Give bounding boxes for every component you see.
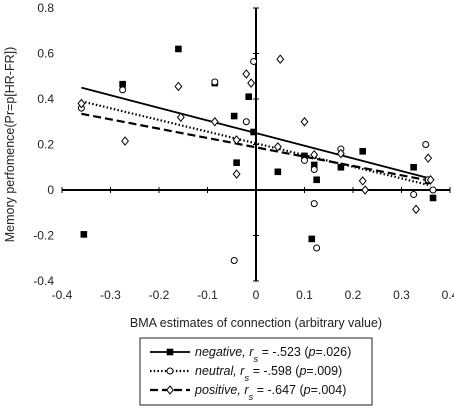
negative-point — [250, 128, 257, 136]
neutral-point — [230, 257, 238, 265]
positive-point — [174, 81, 183, 92]
negative-point — [359, 148, 366, 155]
neutral-point — [242, 118, 250, 126]
legend-label-part: s — [253, 354, 258, 365]
positive-point — [412, 204, 420, 215]
positive-point — [242, 69, 251, 79]
negative-point — [245, 93, 253, 101]
legend-label-part: s — [244, 373, 249, 384]
legend-label-part: =.009) — [306, 364, 342, 378]
y-tick-label: 0.6 — [37, 47, 54, 61]
legend-label-part: s — [249, 392, 254, 403]
negative-point — [274, 168, 282, 176]
x-tick-label: -0.2 — [149, 288, 170, 302]
x-tick-label: 0.4 — [442, 288, 454, 302]
x-tick-label: -0.3 — [100, 288, 121, 302]
negative-point — [230, 112, 238, 120]
positive-point — [176, 112, 185, 122]
negative-point — [308, 235, 316, 243]
negative-point — [301, 152, 308, 160]
legend-label-part: , r — [242, 345, 254, 359]
positive-point — [426, 174, 435, 185]
neutral-point — [313, 244, 321, 252]
neutral-point — [410, 191, 418, 199]
tick-labels: -0.4 -0.3 -0.2 -0.1 0 0.1 0.2 0.3 0.4 -0.4 -0.2 0 0.… — [33, 1, 454, 302]
positive-point — [300, 116, 309, 127]
x-tick-label: 0.3 — [393, 288, 410, 302]
negative-point — [119, 80, 126, 88]
neutral-point — [429, 186, 437, 194]
legend-label-negative: negative, rs = -.523 (p=.026) — [195, 345, 351, 365]
negative-point — [429, 194, 437, 202]
legend-label-part: = -.523 ( — [258, 345, 309, 359]
legend-marker-neutral — [166, 367, 174, 375]
neutral-point — [211, 78, 219, 86]
y-tick-label: 0.8 — [37, 1, 54, 15]
negative-point — [175, 45, 182, 53]
legend-box — [139, 337, 373, 406]
axes — [61, 7, 451, 282]
legend-label-part: , r — [237, 383, 249, 397]
positive-point — [77, 98, 86, 109]
negative-point — [233, 159, 240, 166]
y-tick-label: 0 — [47, 183, 54, 197]
x-tick-label: 0 — [253, 288, 260, 302]
y-tick-label: 0.4 — [37, 92, 54, 106]
positive-point — [210, 116, 219, 127]
positive-point — [424, 153, 433, 163]
x-tick-label: 0.1 — [296, 288, 313, 302]
legend-marker-positive — [166, 385, 174, 395]
y-tick-label: -0.2 — [33, 229, 54, 243]
x-tick-label: 0.2 — [345, 288, 362, 302]
legend-label-part: positive — [194, 383, 237, 397]
y-tick-label: -0.4 — [33, 274, 54, 288]
neutral-point — [301, 156, 308, 164]
x-tick-label: -0.1 — [197, 288, 218, 302]
y-axis-title: Memory perfomence(Pr=p[HR-FR]) — [3, 47, 17, 243]
positive-point — [358, 176, 367, 186]
data-points — [77, 45, 437, 265]
negative-point — [310, 161, 318, 169]
positive-point — [310, 149, 319, 160]
legend-label-part: =.004) — [311, 383, 347, 397]
x-tick-label: -0.4 — [52, 288, 73, 302]
positive-point — [247, 78, 256, 88]
legend-label-part: , r — [233, 364, 245, 378]
legend: negative, rs = -.523 (p=.026)neutral, rs… — [139, 337, 373, 406]
neutral-fit-line — [81, 100, 431, 187]
neutral-point — [310, 200, 318, 208]
y-tick-label: 0.2 — [37, 138, 54, 152]
legend-label-part: p — [303, 383, 311, 397]
x-axis-title: BMA estimates of connection (arbitrary v… — [130, 316, 382, 330]
negative-point — [80, 231, 88, 238]
legend-label-part: negative — [195, 345, 242, 359]
neutral-point — [119, 86, 127, 94]
negative-point — [313, 176, 320, 184]
legend-label-positive: positive, rs = -.647 (p=.004) — [194, 383, 346, 403]
positive-point — [276, 54, 285, 64]
legend-label-part: =.026) — [315, 345, 351, 359]
positive-point — [273, 141, 282, 152]
positive-point — [232, 135, 241, 145]
neutral-point — [422, 141, 430, 148]
legend-label-part: p — [308, 345, 316, 359]
legend-label-neutral: neutral, rs = -.598 (p=.009) — [195, 364, 342, 384]
negative-point — [410, 163, 417, 171]
legend-label-part: = -.647 ( — [253, 383, 304, 397]
negative-point — [337, 163, 345, 171]
legend-label-part: neutral — [195, 364, 234, 378]
positive-point — [361, 185, 370, 195]
positive-point — [232, 169, 241, 179]
legend-label-part: p — [298, 364, 306, 378]
positive-point — [336, 148, 345, 159]
legend-label-part: = -.598 ( — [249, 364, 300, 378]
positive-point — [121, 136, 129, 146]
neutral-point — [250, 57, 258, 65]
neutral-point — [310, 166, 318, 174]
legend-marker-negative — [166, 348, 174, 356]
